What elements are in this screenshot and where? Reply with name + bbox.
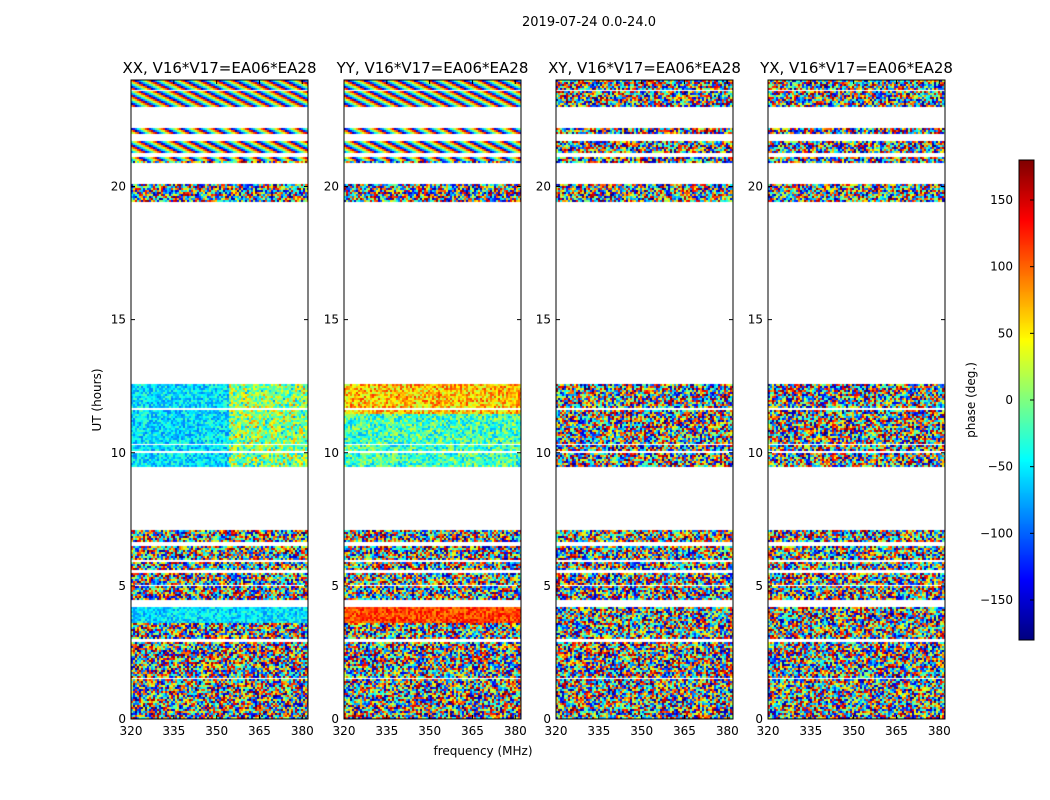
panel-xy: XY, V16*V17=EA06*EA28 320 335 350 365 380 0 5 10… bbox=[536, 59, 741, 738]
x-tick-label: 380 bbox=[716, 724, 739, 738]
colorbar-label: phase (deg.) bbox=[964, 362, 978, 438]
axes-frame bbox=[343, 79, 522, 720]
colorbar: −150 −100 −50 0 50 100 150 bbox=[980, 159, 1035, 641]
figure-suptitle: 2019-07-24 0.0-24.0 bbox=[522, 15, 656, 30]
y-tick-label: 15 bbox=[748, 313, 763, 327]
panel-yy: YY, V16*V17=EA06*EA28 320 335 350 365 380 0 5 10… bbox=[324, 59, 529, 738]
y-tick-label: 5 bbox=[118, 579, 126, 593]
y-tick-label: 15 bbox=[324, 313, 339, 327]
colorbar-tick-label: −50 bbox=[988, 460, 1013, 474]
y-tick-label: 5 bbox=[755, 579, 763, 593]
y-tick-label: 10 bbox=[324, 446, 339, 460]
axes-frame bbox=[130, 79, 309, 720]
x-tick-label: 350 bbox=[630, 724, 653, 738]
x-tick-label: 365 bbox=[673, 724, 696, 738]
axes-frame bbox=[767, 79, 946, 720]
x-tick-label: 380 bbox=[928, 724, 951, 738]
panel-title: XY, V16*V17=EA06*EA28 bbox=[548, 59, 741, 77]
x-tick-label: 365 bbox=[248, 724, 271, 738]
panel-title: YY, V16*V17=EA06*EA28 bbox=[336, 59, 529, 77]
y-tick-label: 5 bbox=[331, 579, 339, 593]
y-tick-label: 0 bbox=[543, 712, 551, 726]
colorbar-tick-label: −150 bbox=[980, 593, 1013, 607]
y-tick-label: 20 bbox=[324, 180, 339, 194]
y-tick-label: 15 bbox=[111, 313, 126, 327]
x-tick-label: 380 bbox=[504, 724, 527, 738]
y-tick-label: 10 bbox=[748, 446, 763, 460]
y-tick-label: 20 bbox=[748, 180, 763, 194]
heatmap-image bbox=[344, 80, 521, 719]
y-tick-label: 20 bbox=[111, 180, 126, 194]
heatmap-image bbox=[768, 80, 945, 719]
x-tick-label: 320 bbox=[333, 724, 356, 738]
colorbar-tick-label: −100 bbox=[980, 526, 1013, 540]
x-tick-label: 335 bbox=[799, 724, 822, 738]
heatmap-image bbox=[131, 80, 308, 719]
colorbar-tick-label: 0 bbox=[1005, 393, 1013, 407]
y-tick-label: 5 bbox=[543, 579, 551, 593]
x-tick-label: 365 bbox=[885, 724, 908, 738]
colorbar-tick-label: 50 bbox=[998, 326, 1013, 340]
x-tick-label: 320 bbox=[757, 724, 780, 738]
y-tick-label: 0 bbox=[755, 712, 763, 726]
y-tick-label: 15 bbox=[536, 313, 551, 327]
x-axis-label: frequency (MHz) bbox=[433, 744, 532, 758]
panel-title: YX, V16*V17=EA06*EA28 bbox=[759, 59, 953, 77]
y-tick-label: 10 bbox=[111, 446, 126, 460]
colorbar-gradient bbox=[1019, 160, 1034, 640]
x-tick-label: 350 bbox=[842, 724, 865, 738]
x-tick-label: 335 bbox=[162, 724, 185, 738]
x-tick-label: 335 bbox=[587, 724, 610, 738]
y-tick-label: 0 bbox=[118, 712, 126, 726]
axes-frame bbox=[555, 79, 734, 720]
heatmap-image bbox=[556, 80, 733, 719]
x-tick-label: 335 bbox=[375, 724, 398, 738]
y-tick-label: 10 bbox=[536, 446, 551, 460]
x-tick-label: 365 bbox=[461, 724, 484, 738]
colorbar-tick-label: 150 bbox=[990, 193, 1013, 207]
x-tick-label: 320 bbox=[120, 724, 143, 738]
y-axis-label: UT (hours) bbox=[90, 368, 104, 431]
x-tick-label: 380 bbox=[291, 724, 314, 738]
y-tick-label: 20 bbox=[536, 180, 551, 194]
panel-title: XX, V16*V17=EA06*EA28 bbox=[122, 59, 316, 77]
x-tick-label: 350 bbox=[205, 724, 228, 738]
x-tick-label: 350 bbox=[418, 724, 441, 738]
colorbar-tick-label: 100 bbox=[990, 260, 1013, 274]
panel-xx: XX, V16*V17=EA06*EA28 320 335 350 365 380 0 5 10… bbox=[111, 59, 317, 738]
y-tick-label: 0 bbox=[331, 712, 339, 726]
panels: XX, V16*V17=EA06*EA28 320 335 350 365 380 0 5 10… bbox=[111, 59, 953, 738]
panel-yx: YX, V16*V17=EA06*EA28 320 335 350 365 380 0 5 10… bbox=[748, 59, 953, 738]
x-tick-label: 320 bbox=[545, 724, 568, 738]
